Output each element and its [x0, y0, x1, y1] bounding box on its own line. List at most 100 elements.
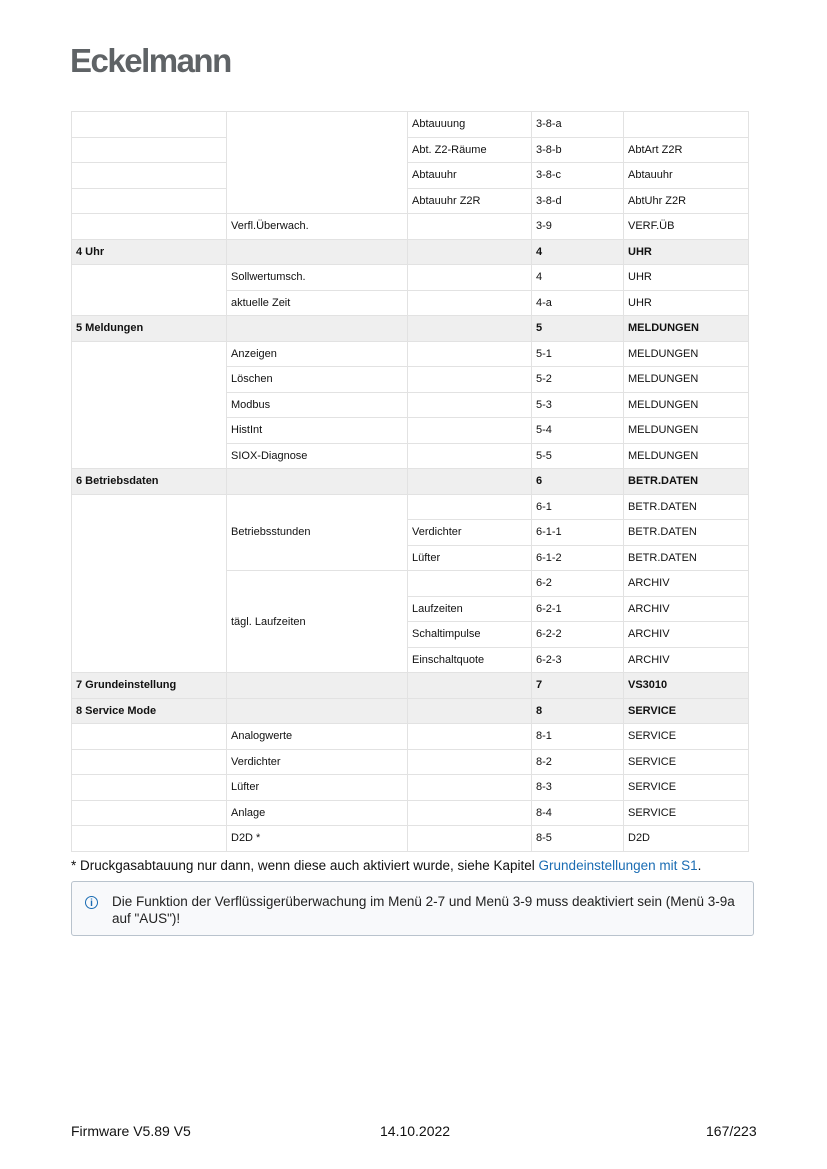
table-cell: 3-8-a [531, 111, 624, 138]
table-cell: 6-2-2 [531, 621, 624, 648]
table-cell: Anzeigen [226, 340, 408, 367]
table-cell: 4 [531, 264, 624, 291]
section-row: 7 Grundeinstellung 7 VS3010 [71, 672, 749, 699]
table-cell: 7 Grundeinstellung [71, 672, 227, 699]
table-row: SIOX-Diagnose 5-5 MELDUNGEN [72, 442, 749, 469]
table-cell [226, 697, 408, 724]
table-cell: 3-9 [531, 213, 624, 240]
table-cell: SERVICE [623, 723, 749, 750]
table-cell: SERVICE [623, 774, 749, 801]
table-row: Abtauuhr 3-8-c Abtauuhr [71, 162, 749, 189]
table-cell: 5-1 [531, 340, 624, 367]
table-cell: Sollwertumsch. [226, 264, 408, 291]
table-cell: Laufzeiten [407, 595, 532, 622]
table-cell: 8 Service Mode [71, 697, 227, 724]
footer-page-number: 167/223 [706, 1123, 757, 1139]
footnote-link[interactable]: Grundeinstellungen mit S1 [538, 858, 698, 873]
eckelmann-logo: Eckelmann [70, 42, 232, 79]
table-cell: SERVICE [623, 748, 749, 775]
table-cell [407, 493, 532, 520]
footnote: * Druckgasabtauung nur dann, wenn diese … [71, 858, 701, 873]
table-cell: 8-5 [531, 825, 624, 852]
table-cell [407, 417, 532, 444]
table-cell [407, 391, 532, 418]
table-cell: AbtUhr Z2R [623, 187, 749, 214]
table-cell [407, 289, 532, 316]
table-cell: tägl. Laufzeiten [226, 570, 408, 673]
table-row: Lüfter 8-3 SERVICE [71, 774, 749, 801]
table-cell: UHR [623, 238, 749, 265]
table-cell: VS3010 [623, 672, 749, 699]
table-cell [71, 799, 227, 826]
table-cell: MELDUNGEN [623, 366, 749, 393]
table-cell: SIOX-Diagnose [226, 442, 408, 469]
table-row: Anlage 8-4 SERVICE [71, 799, 749, 826]
table-cell [407, 264, 532, 291]
table-cell: MELDUNGEN [623, 391, 749, 418]
table-cell: 6 Betriebsdaten [71, 468, 227, 495]
table-cell [71, 493, 227, 673]
table-cell: BETR.DATEN [623, 544, 749, 571]
table-row: Sollwertumsch. 4 UHR [71, 264, 749, 316]
table-cell [623, 111, 749, 138]
info-note-text: Die Funktion der Verflüssigerüberwachung… [112, 894, 735, 926]
table-cell: MELDUNGEN [623, 315, 749, 342]
table-cell: 6-1 [531, 493, 624, 520]
table-cell [226, 672, 408, 699]
table-cell [407, 213, 532, 240]
footer-firmware: Firmware V5.89 V5 [71, 1123, 191, 1139]
table-cell: ARCHIV [623, 621, 749, 648]
table-row: Anzeigen 5-1 MELDUNGEN [71, 340, 749, 469]
table-cell: 3-8-b [531, 136, 624, 163]
table-cell [226, 315, 408, 342]
table-cell [71, 340, 227, 469]
table-cell: Verdichter [407, 519, 532, 546]
table-cell [71, 264, 227, 316]
table-cell: Abtauuung [407, 111, 532, 138]
table-cell [407, 315, 532, 342]
table-cell: MELDUNGEN [623, 340, 749, 367]
table-row: Abtauuhr Z2R 3-8-d AbtUhr Z2R [71, 187, 749, 214]
table-cell: Löschen [226, 366, 408, 393]
section-row: 4 Uhr 4 UHR [71, 238, 749, 265]
table-cell [407, 825, 532, 852]
section-row: 5 Meldungen 5 MELDUNGEN [71, 315, 749, 342]
table-cell [407, 672, 532, 699]
table-cell [407, 442, 532, 469]
table-cell: Modbus [226, 391, 408, 418]
section-row: 6 Betriebsdaten 6 BETR.DATEN [71, 468, 749, 495]
table-cell [226, 111, 408, 214]
table-cell: 7 [531, 672, 624, 699]
table-cell [71, 825, 227, 852]
table-cell: Analogwerte [226, 723, 408, 750]
table-cell: SERVICE [623, 697, 749, 724]
table-cell [407, 340, 532, 367]
table-cell: 8 [531, 697, 624, 724]
table-cell: SERVICE [623, 799, 749, 826]
info-note: i Die Funktion der Verflüssigerüberwachu… [71, 881, 754, 936]
table-cell [407, 570, 532, 597]
table-cell: Verdichter [226, 748, 408, 775]
table-cell [407, 366, 532, 393]
table-row: tägl. Laufzeiten 6-2 ARCHIV [72, 570, 749, 673]
info-icon: i [85, 896, 98, 909]
table-cell: D2D * [226, 825, 408, 852]
table-cell: 5-3 [531, 391, 624, 418]
table-cell: 6 [531, 468, 624, 495]
table-cell: ARCHIV [623, 646, 749, 673]
table-cell: UHR [623, 264, 749, 291]
section-row: 8 Service Mode 8 SERVICE [71, 697, 749, 724]
table-cell [226, 468, 408, 495]
footnote-text: * Druckgasabtauung nur dann, wenn diese … [71, 858, 539, 873]
table-cell [407, 723, 532, 750]
table-cell: VERF.ÜB [623, 213, 749, 240]
table-cell: ARCHIV [623, 570, 749, 597]
table-cell: 6-2-3 [531, 646, 624, 673]
table-cell [71, 774, 227, 801]
table-cell: 4 Uhr [71, 238, 227, 265]
menu-table: Abtauuung 3-8-a Abt. Z2-Räume 3-8-b AbtArt Z… [71, 111, 749, 852]
table-cell: 4-a [531, 289, 624, 316]
footer-date: 14.10.2022 [380, 1123, 451, 1139]
table-row: Löschen 5-2 MELDUNGEN [72, 366, 749, 393]
table-cell [71, 111, 227, 138]
